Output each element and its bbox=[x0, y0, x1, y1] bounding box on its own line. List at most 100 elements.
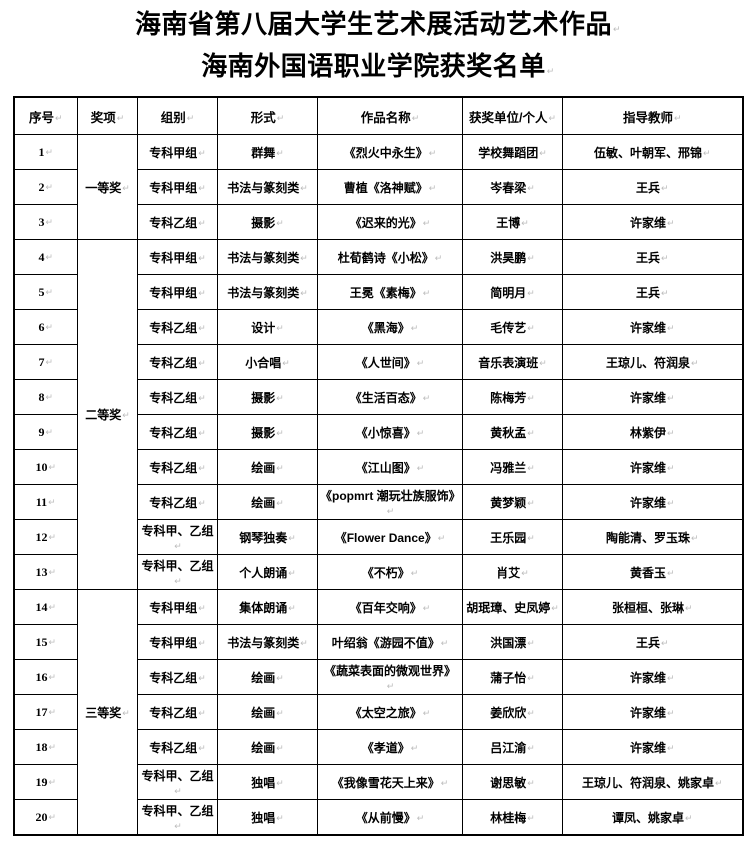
cell-form: 绘画 bbox=[217, 694, 318, 730]
cell-winner: 姜欣欣 bbox=[462, 694, 563, 730]
cell-group: 专科乙组 bbox=[137, 484, 218, 520]
cell-no: 18 bbox=[13, 729, 78, 765]
table-row: 2 专科甲组 书法与篆刻类 曹植《洛神赋》 岑春梁 王兵 bbox=[13, 169, 743, 205]
cell-no: 17 bbox=[13, 694, 78, 730]
cell-no: 11 bbox=[13, 484, 78, 520]
cell-winner: 蒲子怡 bbox=[462, 659, 563, 695]
cell-form: 绘画 bbox=[217, 484, 318, 520]
header-winner: 获奖单位/个人 bbox=[462, 96, 563, 135]
cell-winner: 简明月 bbox=[462, 274, 563, 310]
table-row: 20 专科甲、乙组 独唱 《从前慢》 林桂梅 谭凤、姚家卓 bbox=[13, 799, 743, 836]
cell-group: 专科乙组 bbox=[137, 379, 218, 415]
table-row: 5 专科甲组 书法与篆刻类 王冕《素梅》 简明月 王兵 bbox=[13, 274, 743, 310]
cell-form: 摄影 bbox=[217, 379, 318, 415]
cell-work: 《烈火中永生》 bbox=[317, 134, 463, 170]
cell-work: 《孝道》 bbox=[317, 729, 463, 765]
cell-teacher: 许家维 bbox=[562, 309, 743, 345]
table-row: 12 专科甲、乙组 钢琴独奏 《Flower Dance》 王乐园 陶能清、罗玉… bbox=[13, 519, 743, 555]
cell-form: 群舞 bbox=[217, 134, 318, 170]
cell-group: 专科甲、乙组 bbox=[137, 799, 218, 836]
cell-no: 1 bbox=[13, 134, 78, 170]
cell-work: 《蔬菜表面的微观世界》 bbox=[317, 659, 463, 695]
award-table: 序号 奖项 组别 形式 作品名称 获奖单位/个人 指导教师 1 一等奖 专科甲组… bbox=[12, 96, 744, 836]
cell-no: 16 bbox=[13, 659, 78, 695]
cell-no: 5 bbox=[13, 274, 78, 310]
cell-teacher: 王兵 bbox=[562, 169, 743, 205]
cell-no: 10 bbox=[13, 449, 78, 485]
cell-work: 《小惊喜》 bbox=[317, 414, 463, 450]
table-row: 14 三等奖 专科甲组 集体朗诵 《百年交响》 胡珉璋、史凤婷 张桓桓、张琳 bbox=[13, 589, 743, 836]
cell-teacher: 许家维 bbox=[562, 484, 743, 520]
cell-form: 独唱 bbox=[217, 764, 318, 800]
cell-no: 2 bbox=[13, 169, 78, 205]
header-no: 序号 bbox=[13, 96, 78, 135]
cell-no: 12 bbox=[13, 519, 78, 555]
cell-teacher: 王兵 bbox=[562, 239, 743, 275]
cell-form: 绘画 bbox=[217, 449, 318, 485]
document-title-line2: 海南外国语职业学院获奖名单 bbox=[0, 48, 756, 90]
cell-work: 《不朽》 bbox=[317, 554, 463, 590]
table-row: 1 一等奖 专科甲组 群舞 《烈火中永生》 学校舞蹈团 伍敏、叶朝军、邢锦 bbox=[13, 134, 743, 240]
table-row: 16 专科乙组 绘画 《蔬菜表面的微观世界》 蒲子怡 许家维 bbox=[13, 659, 743, 695]
cell-group: 专科甲、乙组 bbox=[137, 519, 218, 555]
cell-group: 专科乙组 bbox=[137, 449, 218, 485]
cell-group: 专科乙组 bbox=[137, 694, 218, 730]
cell-group: 专科乙组 bbox=[137, 204, 218, 240]
cell-no: 19 bbox=[13, 764, 78, 800]
cell-group: 专科甲组 bbox=[137, 239, 218, 275]
cell-winner: 学校舞蹈团 bbox=[462, 134, 563, 170]
cell-form: 个人朗诵 bbox=[217, 554, 318, 590]
cell-no: 3 bbox=[13, 204, 78, 240]
table-row: 15 专科甲组 书法与篆刻类 叶绍翁《游园不值》 洪国漂 王兵 bbox=[13, 624, 743, 660]
cell-work: 《江山图》 bbox=[317, 449, 463, 485]
document-title-line1: 海南省第八届大学生艺术展活动艺术作品 bbox=[0, 6, 756, 48]
cell-group: 专科乙组 bbox=[137, 309, 218, 345]
cell-teacher: 王兵 bbox=[562, 274, 743, 310]
table-row: 10 专科乙组 绘画 《江山图》 冯雅兰 许家维 bbox=[13, 449, 743, 485]
cell-winner: 毛传艺 bbox=[462, 309, 563, 345]
cell-form: 书法与篆刻类 bbox=[217, 274, 318, 310]
cell-winner: 洪国漂 bbox=[462, 624, 563, 660]
cell-winner: 谢思敏 bbox=[462, 764, 563, 800]
header-group: 组别 bbox=[137, 96, 218, 135]
table-row: 19 专科甲、乙组 独唱 《我像雪花天上来》 谢思敏 王琼儿、符润泉、姚家卓 bbox=[13, 764, 743, 800]
cell-form: 书法与篆刻类 bbox=[217, 239, 318, 275]
cell-award-third-prize: 三等奖 bbox=[77, 589, 138, 836]
cell-form: 设计 bbox=[217, 309, 318, 345]
cell-work: 《人世间》 bbox=[317, 344, 463, 380]
cell-winner: 吕江渝 bbox=[462, 729, 563, 765]
cell-winner: 林桂梅 bbox=[462, 799, 563, 836]
cell-form: 摄影 bbox=[217, 204, 318, 240]
cell-form: 绘画 bbox=[217, 659, 318, 695]
cell-work: 《从前慢》 bbox=[317, 799, 463, 836]
cell-winner: 音乐表演班 bbox=[462, 344, 563, 380]
table-row: 13 专科甲、乙组 个人朗诵 《不朽》 肖艾 黄香玉 bbox=[13, 554, 743, 590]
table-row: 8 专科乙组 摄影 《生活百态》 陈梅芳 许家维 bbox=[13, 379, 743, 415]
cell-group: 专科乙组 bbox=[137, 414, 218, 450]
cell-no: 4 bbox=[13, 239, 78, 275]
cell-work: 《迟来的光》 bbox=[317, 204, 463, 240]
cell-award-first-prize: 一等奖 bbox=[77, 134, 138, 240]
cell-work: 《百年交响》 bbox=[317, 589, 463, 625]
cell-winner: 胡珉璋、史凤婷 bbox=[462, 589, 563, 625]
cell-teacher: 许家维 bbox=[562, 449, 743, 485]
cell-teacher: 陶能清、罗玉珠 bbox=[562, 519, 743, 555]
cell-work: 叶绍翁《游园不值》 bbox=[317, 624, 463, 660]
header-form: 形式 bbox=[217, 96, 318, 135]
cell-work: 《太空之旅》 bbox=[317, 694, 463, 730]
cell-no: 9 bbox=[13, 414, 78, 450]
cell-group: 专科甲、乙组 bbox=[137, 764, 218, 800]
cell-teacher: 许家维 bbox=[562, 729, 743, 765]
cell-teacher: 许家维 bbox=[562, 204, 743, 240]
cell-no: 8 bbox=[13, 379, 78, 415]
cell-group: 专科乙组 bbox=[137, 729, 218, 765]
cell-winner: 王博 bbox=[462, 204, 563, 240]
cell-form: 小合唱 bbox=[217, 344, 318, 380]
cell-work: 杜荀鹤诗《小松》 bbox=[317, 239, 463, 275]
cell-teacher: 王琼儿、符润泉 bbox=[562, 344, 743, 380]
cell-work: 《popmrt 潮玩壮族服饰》 bbox=[317, 484, 463, 520]
cell-work: 王冕《素梅》 bbox=[317, 274, 463, 310]
table-row: 6 专科乙组 设计 《黑海》 毛传艺 许家维 bbox=[13, 309, 743, 345]
cell-group: 专科乙组 bbox=[137, 659, 218, 695]
